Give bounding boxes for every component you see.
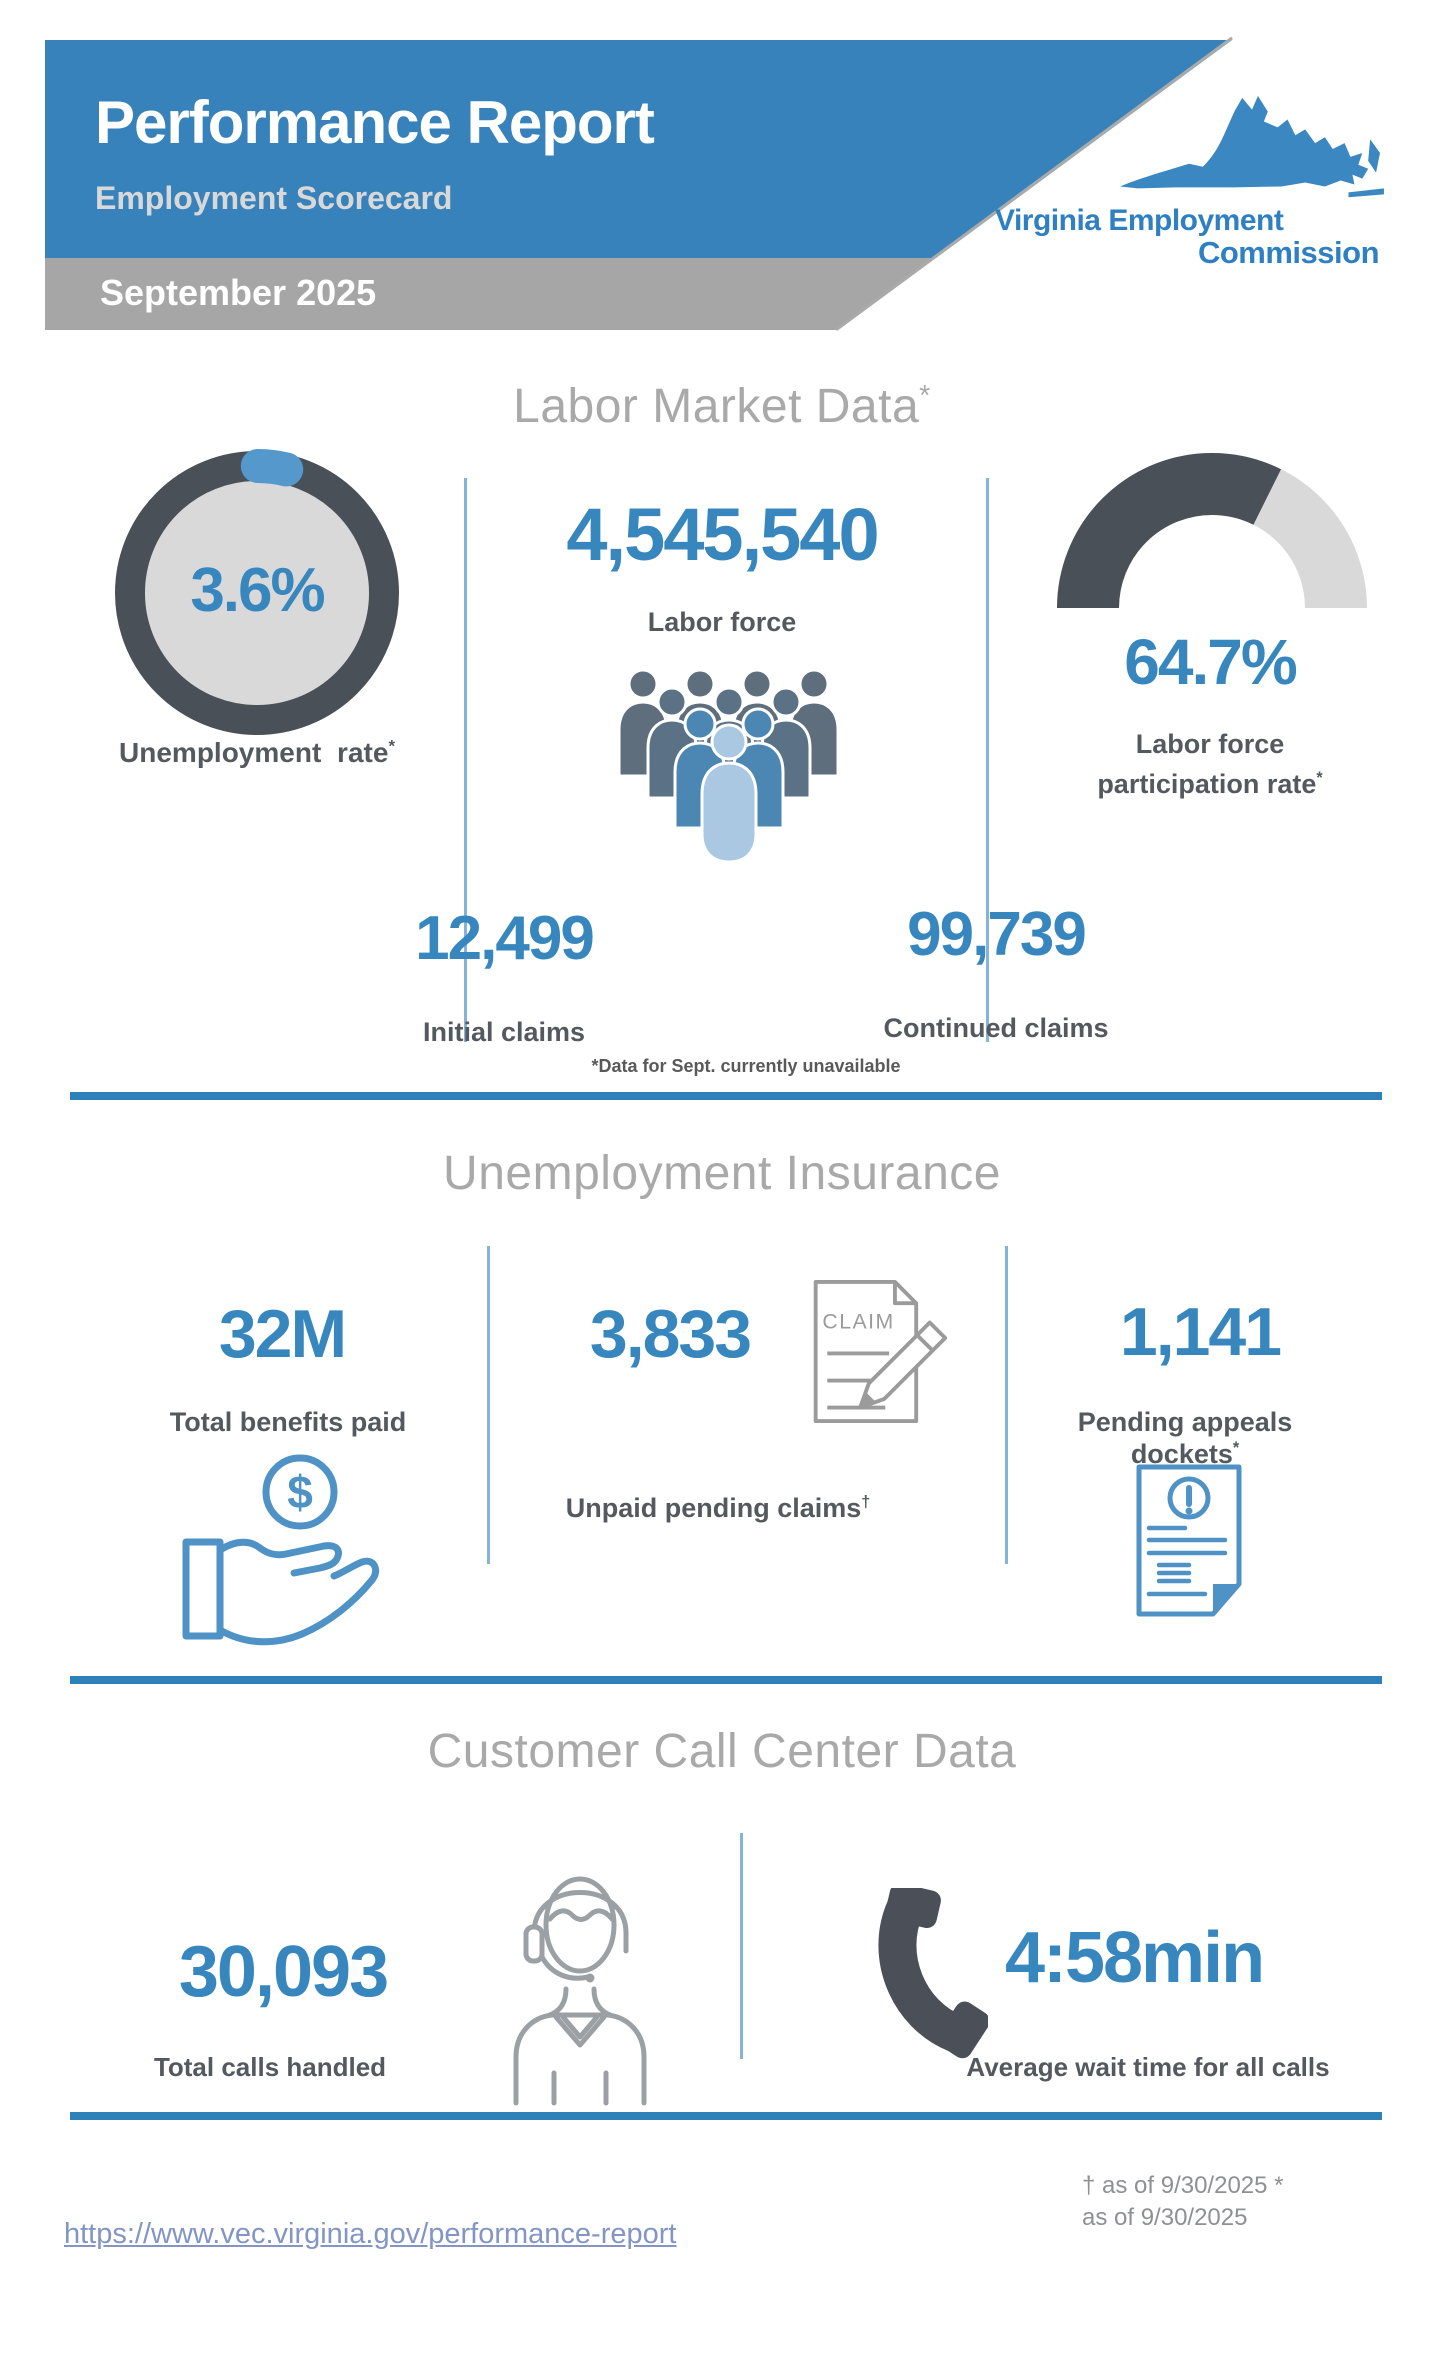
participation-rate-value: 64.7% <box>1124 626 1297 698</box>
pending-appeals-value: 1,141 <box>1119 1294 1282 1370</box>
call-center-agent-icon <box>513 1876 647 2106</box>
claim-document-pencil-icon: CLAIM <box>813 1279 948 1424</box>
initial-claims-value: 12,499 <box>415 904 595 973</box>
date-bar <box>45 258 936 330</box>
people-crowd-icon <box>617 668 840 864</box>
divider-vertical-5 <box>740 1833 743 2059</box>
continued-claims-label: Continued claims <box>883 1013 1109 1043</box>
section-divider-3 <box>70 2112 1382 2120</box>
unpaid-claims-label: Unpaid pending claims† <box>565 1493 871 1523</box>
appeals-docket-document-icon <box>1136 1464 1242 1617</box>
unemployment-rate-donut-chart <box>113 449 401 737</box>
participation-rate-gauge-chart <box>1057 453 1367 609</box>
continued-claims-value: 99,739 <box>907 900 1087 969</box>
participation-gauge-fill <box>1057 453 1367 609</box>
divider-vertical-1 <box>464 478 467 1042</box>
performance-report-link[interactable]: https://www.vec.virginia.gov/performance… <box>64 2218 677 2250</box>
labor-force-value: 4,545,540 <box>566 493 879 576</box>
svg-text:$: $ <box>287 1466 313 1518</box>
participation-rate-label-line2: participation rate* <box>1097 769 1323 799</box>
labor-force-label: Labor force <box>647 607 797 637</box>
initial-claims-label: Initial claims <box>422 1017 586 1047</box>
unemployment-insurance-section-title: Unemployment Insurance <box>443 1147 1001 1200</box>
call-center-section-title: Customer Call Center Data <box>427 1725 1017 1778</box>
avg-wait-value: 4:58min <box>1004 1918 1265 1998</box>
virginia-map-icon <box>1120 95 1384 198</box>
page-title: Performance Report <box>95 89 655 156</box>
report-period: September 2025 <box>100 272 377 313</box>
total-benefits-label: Total benefits paid <box>169 1407 407 1437</box>
total-calls-label: Total calls handled <box>153 2052 387 2082</box>
labor-market-section-title: Labor Market Data* <box>513 380 931 433</box>
claim-icon-text: CLAIM <box>822 1309 894 1333</box>
pending-appeals-label-line2: dockets* <box>1130 1439 1240 1469</box>
total-calls-value: 30,093 <box>178 1932 389 2012</box>
divider-vertical-2 <box>986 478 989 1042</box>
unemployment-rate-value: 3.6% <box>190 556 325 625</box>
total-benefits-value: 32M <box>218 1296 347 1372</box>
unpaid-claims-value: 3,833 <box>589 1296 752 1372</box>
phone-handset-icon <box>878 1888 988 2059</box>
pending-appeals-label-line1: Pending appeals <box>1077 1407 1293 1437</box>
page-subtitle: Employment Scorecard <box>95 180 453 216</box>
unemployment-rate-label: Unemployment rate* <box>119 736 395 768</box>
divider-vertical-4 <box>1005 1246 1008 1564</box>
footer-footnotes: † as of 9/30/2025 * as of 9/30/2025 <box>1082 2170 1422 2234</box>
benefits-paid-hand-coin-icon: $ <box>182 1454 380 1646</box>
footer-footnote-line1: † as of 9/30/2025 * <box>1082 2172 1284 2199</box>
avg-wait-label: Average wait time for all calls <box>966 2052 1330 2082</box>
labor-market-footnote: *Data for Sept. currently unavailable <box>591 1056 901 1076</box>
footer-footnote-line2: as of 9/30/2025 <box>1082 2204 1248 2231</box>
section-divider-1 <box>70 1092 1382 1100</box>
logo-text-line2: Commission <box>1197 235 1380 270</box>
divider-vertical-3 <box>487 1246 490 1564</box>
unemployment-donut-arc <box>113 449 401 737</box>
logo-text-line1: Virginia Employment <box>995 204 1284 237</box>
participation-rate-label-line1: Labor force <box>1135 729 1285 759</box>
section-divider-2 <box>70 1676 1382 1684</box>
